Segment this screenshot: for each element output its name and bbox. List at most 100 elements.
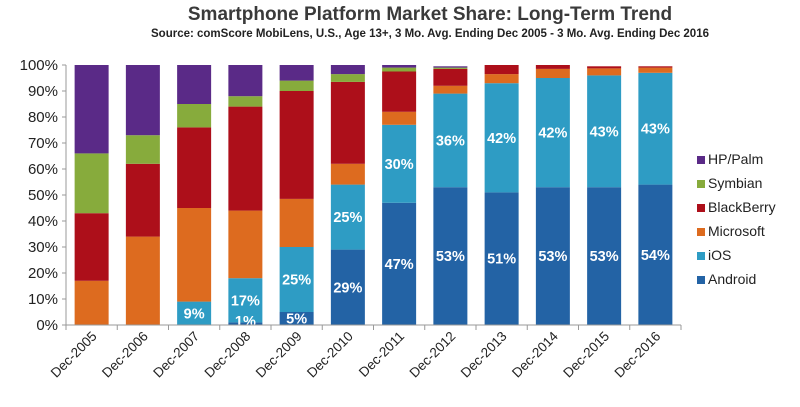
bar-segment-microsoft — [382, 111, 417, 125]
bar-segment-ios — [535, 78, 570, 188]
x-tick-label: Dec-2015 — [560, 329, 612, 381]
bar-segment-ios — [382, 124, 417, 203]
x-tick-label: Dec-2010 — [304, 329, 356, 381]
bar-segment-microsoft — [125, 236, 160, 325]
bar-segment-symbian — [74, 153, 109, 214]
bar-segment-ios — [330, 184, 365, 250]
bar-segment-android — [587, 187, 622, 325]
bar-segment-hp-palm — [74, 65, 109, 154]
bar-segment-hp-palm — [330, 65, 365, 75]
data-label: 54% — [641, 248, 670, 264]
bar-segment-android — [330, 249, 365, 325]
bar-segment-microsoft — [638, 67, 673, 73]
data-label: 36% — [436, 133, 465, 149]
bar-segment-ios — [228, 278, 263, 323]
bar-segment-blackberry — [228, 106, 263, 211]
bar-segment-hp-palm — [177, 65, 212, 104]
x-tick-label: Dec-2007 — [150, 329, 202, 381]
legend-label: iOS — [708, 247, 731, 263]
chart-title: Smartphone Platform Market Share: Long-T… — [187, 4, 673, 25]
bar-segment-blackberry — [638, 66, 673, 68]
bar-segment-microsoft — [587, 68, 622, 76]
legend-item: BlackBerry — [697, 199, 776, 215]
legend-item: iOS — [697, 247, 731, 263]
legend-label: HP/Palm — [708, 151, 763, 167]
bar-segment-symbian — [279, 80, 314, 91]
x-tick-label: Dec-2009 — [253, 329, 305, 381]
x-tick-label: Dec-2014 — [509, 328, 561, 380]
bar-segment-hp-palm — [433, 66, 468, 68]
data-label: 5% — [286, 312, 307, 328]
data-label: 51% — [487, 252, 516, 268]
bar-segment-symbian — [177, 104, 212, 128]
y-tick-label: 20% — [28, 265, 58, 282]
bar-segment-hp-palm — [228, 65, 263, 97]
chart-subtitle: Source: comScore MobiLens, U.S., Age 13+… — [151, 28, 709, 40]
data-label: 42% — [538, 126, 567, 142]
x-tick-label: Dec-2012 — [406, 329, 458, 381]
legend-swatch — [697, 228, 705, 236]
y-tick-label: 10% — [28, 291, 58, 308]
data-label: 43% — [641, 122, 670, 138]
legend-item: Microsoft — [697, 223, 765, 239]
y-tick-label: 90% — [28, 83, 58, 100]
y-tick-label: 0% — [36, 317, 58, 334]
legend-swatch — [697, 252, 705, 260]
bar-segment-ios — [279, 247, 314, 312]
data-label: 1% — [235, 314, 256, 330]
bar-segment-android — [228, 322, 263, 325]
x-tick-label: Dec-2008 — [201, 329, 253, 381]
y-axis: 0% 10% 20% 30% 40% 50% 60% 70% 80% 90% 100% — [20, 57, 67, 334]
bar-segment-blackberry — [330, 81, 365, 164]
bar-segment-blackberry — [535, 65, 570, 69]
x-tick-label: Dec-2006 — [99, 329, 151, 381]
bar-segment-microsoft — [228, 210, 263, 279]
data-label: 9% — [184, 306, 205, 322]
y-tick-label: 100% — [20, 57, 58, 74]
legend-swatch — [697, 156, 705, 164]
bar-segment-android — [433, 187, 468, 325]
bar-segment-ios — [484, 83, 519, 193]
legend-item: Symbian — [697, 175, 762, 191]
bar-segment-microsoft — [484, 74, 519, 84]
data-label: 47% — [385, 257, 414, 273]
legend-label: Android — [708, 271, 756, 287]
y-tick-label: 40% — [28, 213, 58, 230]
y-tick-label: 50% — [28, 187, 58, 204]
x-tick-label: Dec-2005 — [48, 329, 100, 381]
bar-segment-blackberry — [484, 65, 519, 75]
bar-segment-microsoft — [279, 198, 314, 247]
bar-segment-microsoft — [535, 68, 570, 78]
bar-segment-android — [279, 312, 314, 325]
data-label: 25% — [282, 273, 311, 289]
bars — [74, 65, 673, 325]
y-tick-label: 30% — [28, 239, 58, 256]
bar-segment-ios — [638, 72, 673, 185]
y-tick-label: 70% — [28, 135, 58, 152]
bar-segment-android — [638, 184, 673, 325]
bar-segment-android — [382, 202, 417, 325]
x-tick-label: Dec-2013 — [458, 329, 510, 381]
bar-segment-microsoft — [74, 280, 109, 325]
bar-segment-microsoft — [330, 163, 365, 185]
bar-segment-symbian — [228, 96, 263, 107]
legend-label: Microsoft — [708, 223, 765, 239]
legend: HP/Palm Symbian BlackBerry Microsoft iOS Andr… — [697, 151, 776, 287]
legend-swatch — [697, 276, 705, 284]
legend-label: BlackBerry — [708, 199, 776, 215]
bar-segment-microsoft — [433, 85, 468, 94]
bar-segment-hp-palm — [125, 65, 160, 136]
data-labels: 9% 1% 17% 5% 25% 29% 25% 47% 30% 53% 36% 51% 42% 53% 4… — [184, 122, 670, 330]
data-label: 42% — [487, 131, 516, 147]
data-label: 17% — [231, 293, 260, 309]
bar-segment-blackberry — [74, 213, 109, 281]
bar-segment-blackberry — [125, 163, 160, 237]
x-tick-label: Dec-2011 — [356, 329, 407, 380]
x-tick-label: Dec-2016 — [611, 329, 663, 381]
data-label: 53% — [436, 249, 465, 265]
data-label: 43% — [590, 124, 619, 140]
bar-segment-microsoft — [177, 208, 212, 302]
y-tick-label: 80% — [28, 109, 58, 126]
bar-segment-blackberry — [177, 127, 212, 208]
bar-segment-hp-palm — [279, 65, 314, 81]
